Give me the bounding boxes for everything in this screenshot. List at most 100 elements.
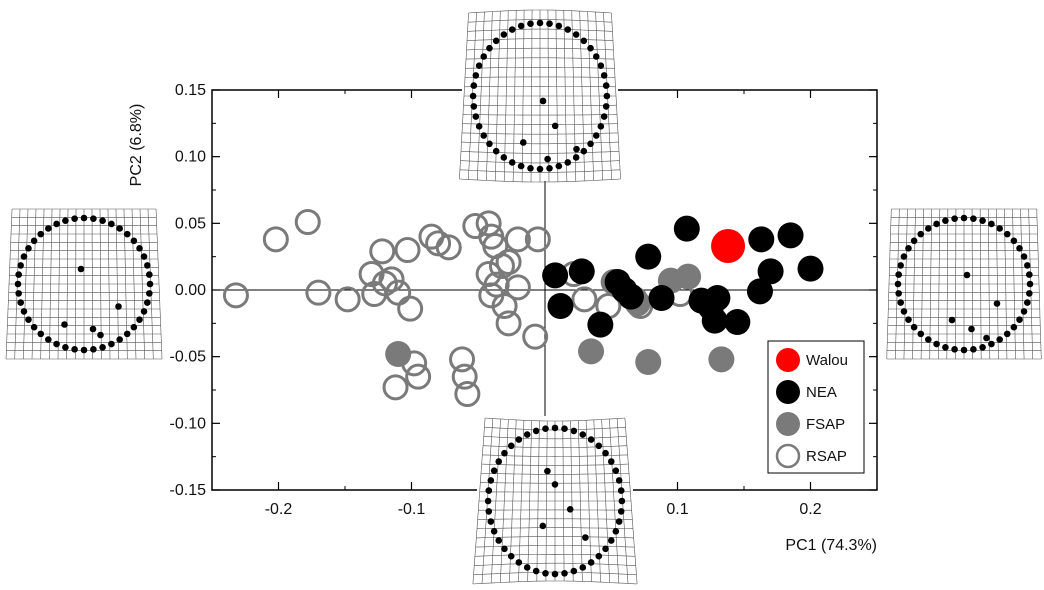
fsap-point [675, 263, 702, 290]
landmark-dot [484, 497, 492, 505]
x-tick-label: 0.1 [666, 501, 688, 518]
landmark-dot [1024, 299, 1031, 306]
landmark-dot [144, 262, 151, 269]
grid-line [472, 580, 638, 585]
landmark-dot [501, 545, 508, 553]
landmark-dot [527, 164, 534, 172]
legend-marker-fsap [776, 412, 800, 436]
landmark-dot [948, 316, 956, 324]
landmark-dot [942, 344, 949, 351]
landmark-dot [993, 300, 1001, 307]
landmark-dot [62, 217, 69, 224]
landmark-dot [532, 567, 540, 575]
nea-point [673, 215, 700, 242]
landmark-dot [45, 336, 52, 343]
landmark-dot [532, 427, 540, 435]
y-axis-title: PC2 (6.8%) [128, 104, 145, 187]
x-tick-label: -0.2 [265, 501, 293, 518]
landmark-dot [572, 154, 580, 161]
landmark-dot [895, 290, 902, 297]
landmark-dot [485, 487, 493, 494]
landmark-dot [515, 559, 523, 566]
landmark-dot [963, 271, 971, 279]
landmark-dot [508, 26, 516, 33]
landmark-dot [602, 82, 610, 89]
landmark-dot [917, 330, 925, 338]
landmark-dot [544, 155, 551, 163]
landmark-dot [486, 140, 493, 148]
landmark-dot [587, 559, 595, 566]
legend: Walou NEA FSAP RSAP [767, 340, 865, 474]
landmark-dot [146, 280, 154, 288]
landmark-dot [45, 225, 52, 232]
y-tick-label: -0.15 [170, 482, 207, 499]
axis-tick-labels: -0.2 -0.1 0.1 0.2 0.15 0.10 0.05 0.00 -0.05 -0.10… [170, 82, 822, 518]
rsap-point [495, 249, 522, 275]
landmark-dot [970, 346, 977, 353]
landmark-dot [960, 214, 968, 222]
landmark-dot [507, 552, 515, 560]
landmark-dot [519, 139, 527, 146]
rsap-point [378, 266, 405, 293]
landmark-dot [579, 564, 587, 571]
landmark-dot [470, 82, 478, 89]
landmark-dot [597, 123, 605, 130]
landmark-dot [536, 165, 544, 173]
landmark-dot [1026, 280, 1034, 288]
landmark-dot [602, 545, 609, 553]
landmark-dot [517, 22, 525, 30]
legend-marker-walou [776, 348, 800, 372]
rsap-point [504, 274, 531, 301]
landmark-dot [115, 303, 122, 310]
landmark-dot [968, 325, 975, 333]
y-tick-label: 0.05 [175, 215, 206, 232]
landmark-dot [564, 26, 572, 33]
landmark-dot [1016, 316, 1023, 323]
landmark-dot [470, 103, 478, 110]
landmark-dot [495, 458, 503, 465]
landmark-dot [501, 449, 508, 457]
landmark-dot [580, 147, 588, 155]
landmark-dot [546, 20, 553, 28]
landmark-dot [551, 424, 559, 432]
landmark-dot [570, 567, 578, 575]
landmark-dot [37, 330, 45, 338]
nea-point [724, 309, 751, 335]
landmark-dot [99, 217, 106, 224]
landmark-dot [485, 508, 493, 515]
landmark-dot [487, 518, 495, 525]
landmark-dot [542, 569, 549, 577]
landmark-dot [62, 344, 69, 351]
rsap-point [504, 226, 531, 253]
landmark-dot [600, 72, 608, 79]
landmark-dot [1020, 308, 1028, 315]
landmark-dot [917, 230, 925, 238]
landmark-dot [140, 308, 148, 315]
rsap-point [454, 381, 481, 407]
landmark-dot [951, 346, 958, 353]
landmark-dot [1026, 290, 1033, 297]
legend-label-nea: NEA [806, 384, 837, 401]
landmark-dot [617, 508, 625, 515]
landmark-dot [15, 290, 22, 297]
landmark-dot [895, 271, 902, 278]
legend-label-fsap: FSAP [806, 416, 845, 433]
landmark-dot [910, 237, 918, 245]
landmark-dot [116, 336, 123, 343]
nea-point [704, 285, 731, 311]
landmark-dot [30, 237, 38, 245]
landmark-dot [612, 528, 620, 535]
rsap-point [305, 279, 332, 306]
landmark-dot [136, 316, 143, 323]
rsap-point [491, 293, 518, 319]
rsap-point [358, 261, 385, 287]
deformation-grid-left [5, 207, 163, 361]
landmark-dot [573, 145, 580, 153]
landmark-dot [555, 162, 563, 170]
landmark-dot [469, 92, 477, 100]
landmark-dot [123, 230, 131, 238]
landmark-dot [551, 570, 559, 578]
landmark-dot [536, 19, 544, 27]
landmark-dot [14, 280, 22, 288]
